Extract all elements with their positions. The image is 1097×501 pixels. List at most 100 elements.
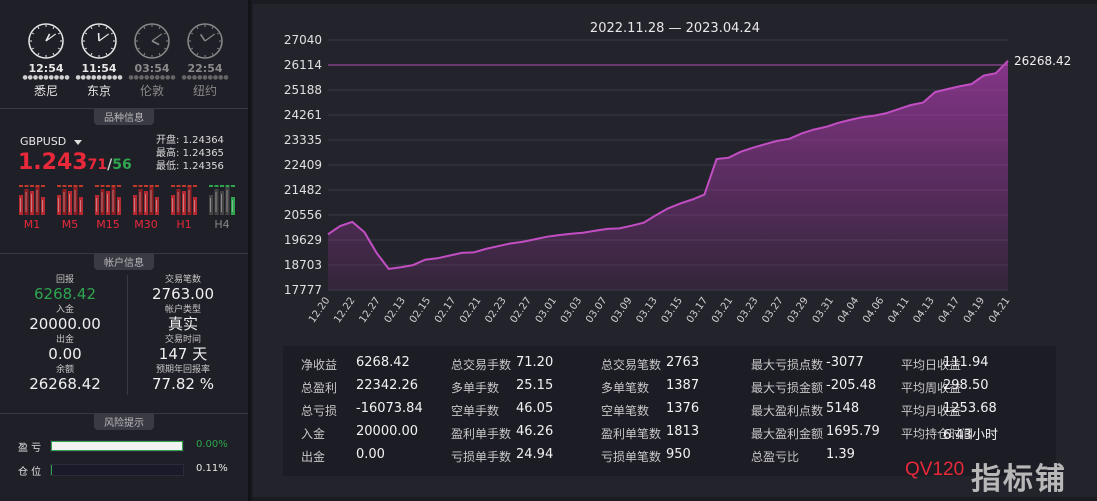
timeframe-m15[interactable]: M15: [94, 185, 122, 231]
stat-value: -205.48: [826, 378, 877, 393]
stat-value: 20000.00: [356, 424, 419, 439]
stat-value: 25.15: [516, 378, 554, 393]
stat-label: 总盈利: [301, 381, 338, 395]
y-tick-label: 21482: [284, 183, 322, 197]
x-tick-label: 03.03: [559, 295, 584, 325]
x-tick-label: 04.11: [886, 295, 911, 325]
account-type-cell: 帐户类型 真实: [128, 305, 238, 333]
clock-2: 03:54 ●●●●●●●●● 伦敦: [126, 22, 178, 99]
timeframe-m30[interactable]: M30: [132, 185, 160, 231]
stat-label: 总交易笔数: [601, 358, 662, 372]
bid-price-pips: 71: [87, 157, 108, 173]
account-type-value: 真实: [167, 315, 198, 333]
watermark-brand: 指标铺: [971, 462, 1067, 497]
x-tick-label: 12.22: [332, 295, 357, 325]
stat-label: 盈利单笔数: [601, 427, 662, 441]
stat-value: 111.94: [943, 355, 989, 370]
trades-label: 交易笔数: [164, 275, 201, 285]
y-tick-label: 17777: [284, 283, 322, 297]
product-info-header: 品种信息: [0, 108, 248, 125]
timeframe-label: H4: [214, 218, 230, 231]
clock-0: 12:54 ●●●●●●●●● 悉尼: [20, 22, 72, 99]
x-tick-label: 03.01: [534, 295, 559, 325]
x-tick-label: 12.20: [307, 295, 332, 325]
stat-value: 1376: [666, 401, 700, 416]
timeframe-m5[interactable]: M5: [56, 185, 84, 231]
stat-label: 净收益: [301, 358, 338, 372]
balance-label: 余额: [55, 365, 74, 375]
clock-time: 11:54: [81, 62, 117, 75]
timeframe-h1[interactable]: H1: [170, 185, 198, 231]
stats-table: 净收益 6268.42 总盈利 22342.26 总亏损 -16073.84 入金 20000…: [283, 346, 1056, 476]
balance-cell: 余额 26268.42: [10, 365, 120, 393]
account-type-label: 帐户类型: [164, 305, 201, 315]
stat-value: 5148: [826, 401, 860, 416]
signal-bars-icon: [57, 185, 83, 215]
x-tick-label: 03.23: [735, 295, 760, 325]
x-tick-label: 02.23: [483, 295, 508, 325]
stat-value: 1695.79: [826, 424, 880, 439]
world-clocks: 12:54 ●●●●●●●●● 悉尼 11:54 ●●●●●●●●● 东京 03:54 ●●●…: [20, 22, 240, 102]
withdraw-cell: 出金 0.00: [10, 335, 120, 363]
deposit-label: 入金: [55, 305, 74, 315]
clock-dots: ●●●●●●●●●: [22, 74, 70, 81]
x-tick-label: 03.27: [760, 295, 785, 325]
pl-bar-fill: [51, 441, 183, 451]
clock-1: 11:54 ●●●●●●●●● 东京: [73, 22, 125, 99]
stat-value: 71.20: [516, 355, 554, 370]
stat-value: 46.05: [516, 401, 554, 416]
clock-city: 东京: [86, 84, 111, 98]
stat-label: 出金: [301, 450, 326, 464]
stat-label: 空单手数: [451, 404, 500, 418]
y-tick-label: 24261: [284, 108, 322, 122]
last-value-label: 26268.42: [1014, 54, 1071, 68]
price-quote: 1.24371/56: [18, 150, 132, 175]
y-tick-label: 19629: [284, 233, 322, 247]
stat-value: 6268.42: [356, 355, 410, 370]
timeframe-m1[interactable]: M1: [18, 185, 46, 231]
stat-label: 多单笔数: [601, 381, 650, 395]
stat-value: 298.50: [943, 378, 989, 393]
clock-dots: ●●●●●●●●●: [75, 74, 123, 81]
risk-header: 风险提示: [0, 413, 248, 430]
clock-time: 03:54: [134, 62, 170, 75]
stat-label: 最大盈利点数: [751, 404, 824, 418]
x-tick-label: 03.31: [811, 295, 836, 325]
clock-city: 伦敦: [139, 84, 164, 98]
timeframe-h4[interactable]: H4: [208, 185, 236, 231]
timeframe-label: M1: [23, 218, 41, 231]
trade-time-cell: 交易时间 147 天: [128, 335, 238, 363]
ohl-box: 开盘: 1.24364 最高: 1.24365 最低: 1.24356: [156, 134, 224, 173]
x-tick-label: 03.07: [584, 295, 609, 325]
x-tick-label: 03.29: [786, 295, 811, 325]
pl-label: 盈 亏: [18, 443, 42, 454]
clock-dots: ●●●●●●●●●: [181, 74, 229, 81]
timeframe-label: M15: [96, 218, 120, 231]
withdraw-value: 0.00: [48, 345, 82, 363]
low-label: 最低:: [156, 161, 180, 172]
equity-area: [328, 60, 1008, 290]
trades-cell: 交易笔数 2763.00: [128, 275, 238, 303]
stat-label: 总亏损: [301, 404, 338, 418]
clock-time: 12:54: [28, 62, 64, 75]
x-tick-label: 02.27: [509, 295, 534, 325]
stat-value: 1.39: [826, 447, 855, 462]
clock-3: 22:54 ●●●●●●●●● 纽约: [179, 22, 231, 99]
timeframe-label: M30: [134, 218, 158, 231]
stat-label: 平均周收益: [901, 381, 962, 395]
annual-return-value: 77.82 %: [152, 375, 214, 393]
signal-bars-icon: [19, 185, 45, 215]
left-panel: 12:54 ●●●●●●●●● 悉尼 11:54 ●●●●●●●●● 东京 03:54 ●●●…: [0, 0, 251, 501]
symbol-selector[interactable]: GBPUSD: [20, 135, 83, 148]
x-tick-label: 04.06: [861, 295, 886, 325]
trades-value: 2763.00: [151, 285, 215, 303]
risk-title: 风险提示: [94, 413, 154, 430]
clock-icon: [81, 23, 117, 59]
x-tick-label: 02.15: [408, 295, 433, 325]
stat-value: 1813: [666, 424, 700, 439]
stat-label: 平均日收益: [901, 358, 962, 372]
ask-price-pips: 56: [112, 157, 132, 173]
stat-label: 最大亏损金额: [751, 381, 824, 395]
x-tick-label: 04.21: [987, 295, 1012, 325]
stat-label: 多单手数: [451, 381, 500, 395]
